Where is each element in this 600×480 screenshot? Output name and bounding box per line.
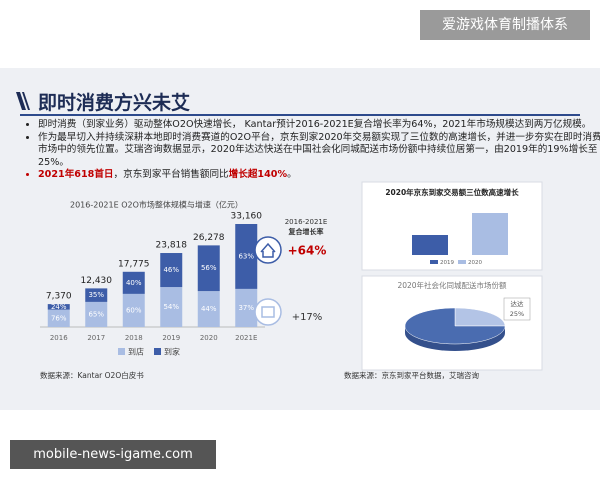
bar-segment [160,253,183,288]
bar-segment [122,293,145,327]
label-box [503,297,531,321]
segment-label: 54% [163,303,179,311]
total-label: 17,775 [118,259,150,269]
total-label: 7,370 [46,292,72,302]
x-tick-label: 2018 [125,334,143,342]
chart-title: 2020年京东到家交易额三位数高速增长 [385,187,519,197]
bar-segment [160,287,183,327]
bullet-text: 增长超140% [228,169,288,180]
watermark: mobile-news-igame.com [10,440,216,469]
legend-label: 到店 [128,347,144,357]
segment-label: 24% [51,303,67,311]
segment-label: 35% [88,291,104,299]
x-tick-label: 2019 [162,334,180,342]
segment-label: 63% [238,252,254,260]
bar [472,213,508,255]
total-label: 33,160 [231,212,263,222]
bar-segment [47,309,70,327]
bullet-text: 。 [287,169,297,180]
bullet-text: 2021年618首日 [38,169,114,180]
bag-icon [261,306,275,318]
slide-title: 即时消费方兴未艾 [38,92,191,114]
segment-label: 56% [201,264,217,272]
legend-label: 到家 [164,347,180,357]
bar [412,235,448,255]
annotation: +64% [288,244,327,258]
banner: 爱游戏体育制播体系 [420,10,590,40]
bullet-list: 即时消费（到家业务）驱动整体O2O快速增长， Kantar预计2016-2021… [24,119,600,182]
annotation: 复合增长率 [288,227,324,236]
x-tick-label: 2020 [200,334,218,342]
legend-swatch [154,348,161,355]
legend-label: 2020 [468,260,482,266]
house-icon [254,236,282,264]
segment-label: 44% [201,305,217,313]
x-tick-label: 2017 [87,334,105,342]
pie-slice [454,307,506,327]
x-tick-label: 2016 [50,334,68,342]
legend-swatch [430,260,438,264]
bar-segment [197,291,220,327]
legend-label: 2019 [440,260,454,266]
bar-segment [235,224,258,289]
chart-title: 2020年社会化同城配送市场份额 [397,280,507,290]
annotation: 2016-2021E [285,218,328,226]
total-label: 12,430 [81,276,113,286]
bar-segment [47,304,70,310]
chart-panel [361,181,543,271]
source-note: 数据来源：Kantar O2O白皮书 [40,370,144,380]
segment-label: 76% [51,314,67,322]
title-icon [16,92,30,110]
legend-swatch [458,260,466,264]
bullet-text: 即时消费（到家业务）驱动整体O2O快速增长， Kantar预计2016-2021… [38,119,592,130]
chart-title: 2016-2021E O2O市场整体规模与增速（亿元） [70,200,243,210]
slice-label: 达达 [511,299,525,308]
bullet-text: 作为最早切入并持续深耕本地即时消费赛道的O2O平台，京东到家2020年交易额实现… [38,131,600,168]
pie-slice [404,307,506,345]
source-note: 数据来源：京东到家平台数据，艾瑞咨询 [344,370,479,380]
bag-icon [254,298,282,326]
bullet: 即时消费（到家业务）驱动整体O2O快速增长， Kantar预计2016-2021… [38,119,600,132]
bullet: 2021年618首日，京东到家平台销售额同比增长超140%。 [38,169,600,182]
bullet: 作为最早切入并持续深耕本地即时消费赛道的O2O平台，京东到家2020年交易额实现… [38,132,600,170]
title-underline [20,114,580,116]
segment-label: 65% [88,310,104,318]
bullet-text: ，京东到家平台销售额同比 [113,169,229,180]
annotation: +17% [292,312,323,323]
segment-label: 37% [238,304,254,312]
bar-segment [85,301,108,327]
house-icon [260,242,276,258]
bar-segment [197,245,220,292]
segment-label: 60% [126,306,142,314]
segment-label: 46% [163,266,179,274]
bar-segment [85,288,108,302]
bar-segment [122,271,145,294]
total-label: 23,818 [156,241,188,251]
total-label: 26,278 [193,233,225,243]
slice-value: 25% [510,310,524,318]
segment-label: 40% [126,279,142,287]
legend-swatch [118,348,125,355]
x-tick-label: 2021E [235,334,257,342]
bar-segment [235,288,258,327]
